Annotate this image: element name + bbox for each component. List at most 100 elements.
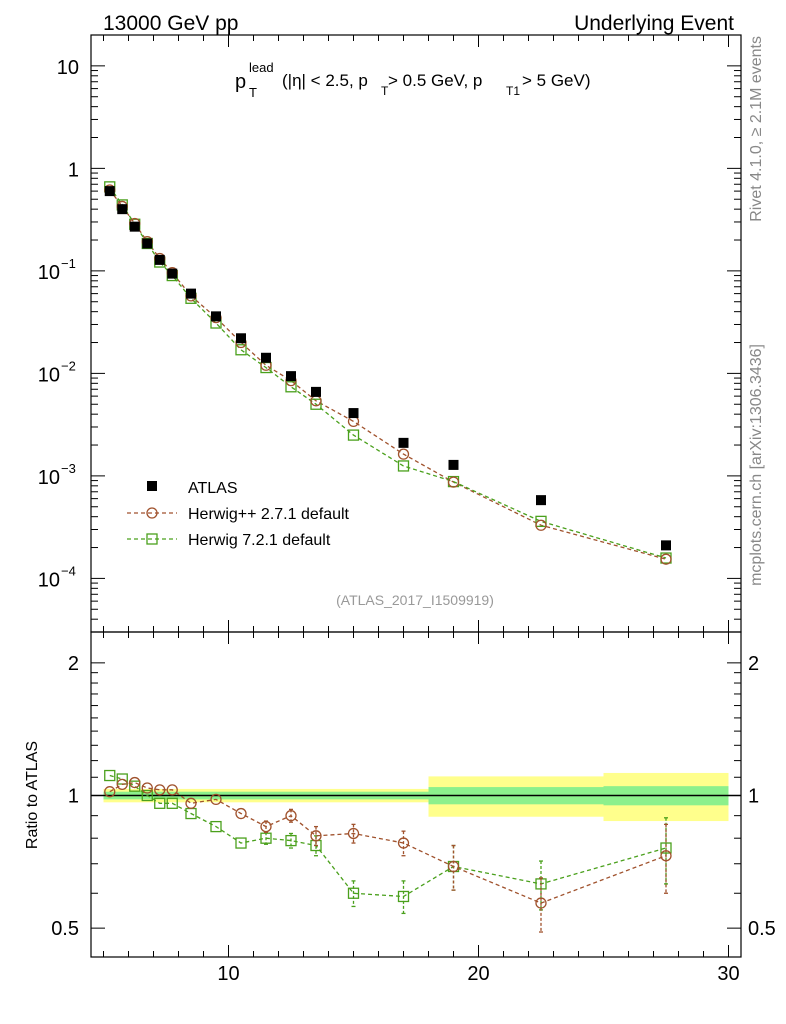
- herwig7-ratio-line: [109, 774, 667, 898]
- ratio-y-tick-label-right: 0.5: [748, 918, 776, 940]
- title-rest1: (|η| < 2.5, p: [282, 71, 368, 90]
- ratio-data: [104, 769, 672, 933]
- atlas-point: [661, 540, 671, 551]
- herwigpp-ratio-point: [347, 827, 360, 840]
- ratio-y-tick-label: 0.5: [51, 918, 79, 940]
- y-tick-label: 10: [57, 57, 79, 79]
- herwig7-ratio-point: [660, 842, 672, 854]
- legend-atlas-marker: [147, 481, 157, 491]
- atlas-point: [398, 437, 409, 448]
- herwig7-ratio-point: [260, 832, 272, 844]
- atlas-point: [154, 254, 165, 265]
- herwig7-point: [535, 515, 547, 528]
- atlas-point: [311, 386, 321, 397]
- ratio-axis-label: Ratio to ATLAS: [24, 741, 41, 849]
- herwigpp-ratio-point: [285, 810, 297, 822]
- herwigpp-ratio-point: [154, 784, 166, 796]
- herwigpp-ratio-point: [235, 807, 247, 820]
- title-lead: lead: [249, 60, 274, 75]
- title-rest2: > 0.5 GeV, p: [388, 71, 482, 90]
- herwig7-ratio-point: [129, 780, 141, 792]
- herwigpp-ratio-point: [166, 784, 178, 796]
- rivet-label: Rivet 4.1.0, ≥ 2.1M events: [748, 36, 765, 222]
- atlas-point: [261, 352, 271, 363]
- y-tick-label: 1: [68, 159, 79, 181]
- herwig7-ratio-point: [154, 797, 166, 809]
- herwigpp-ratio-point: [260, 820, 272, 833]
- ratio-y-tick-label: 1: [68, 785, 79, 807]
- x-tick-label: 30: [717, 963, 739, 985]
- legend-atlas-label: ATLAS: [188, 480, 238, 497]
- herwig7-point: [347, 429, 360, 441]
- energy-label: 13000 GeV pp: [103, 12, 238, 35]
- herwigpp-point: [397, 448, 410, 460]
- atlas-point: [286, 371, 296, 382]
- atlas-point: [536, 495, 546, 506]
- ratio-axes: 10 20 30 0.5 0.5 1 1 2 2: [51, 631, 776, 985]
- y-tick-label: 10: [38, 467, 60, 489]
- herwigpp-ratio-point: [129, 776, 141, 789]
- main-data: [104, 181, 672, 565]
- title-sub-t: T: [249, 85, 257, 100]
- herwig7-ratio-point: [235, 837, 247, 849]
- y-tick-exponent: −1: [61, 256, 76, 271]
- herwigpp-ratio-point: [116, 778, 128, 790]
- ratio-y-tick-label: 2: [68, 653, 79, 675]
- herwigpp-ratio-point: [185, 797, 197, 809]
- herwigpp-point: [535, 519, 547, 531]
- herwig7-ratio-point: [166, 797, 178, 809]
- underlying-event-label: Underlying Event: [574, 12, 734, 35]
- herwig7-ratio-point: [285, 834, 297, 847]
- herwig7-point: [397, 460, 410, 472]
- title-sub-t1: T1: [506, 84, 520, 98]
- herwig7-point: [235, 344, 247, 356]
- herwig7-point: [310, 398, 322, 410]
- herwigpp-line: [109, 189, 667, 560]
- legend-herwig7-marker: [146, 533, 158, 545]
- atlas-point: [167, 268, 178, 279]
- y-tick-exponent: −2: [61, 358, 76, 373]
- atlas-point: [236, 333, 246, 344]
- atlas-point: [348, 408, 359, 419]
- y-tick-label: 10: [38, 262, 60, 284]
- title-sub-t2: T: [381, 84, 389, 98]
- herwig7-ratio-point: [397, 890, 410, 903]
- herwig7-ratio-point: [141, 789, 153, 802]
- atlas-point: [129, 221, 140, 232]
- atlas-point: [211, 311, 221, 322]
- title-rest3: > 5 GeV): [522, 71, 591, 90]
- herwigpp-ratio-point: [141, 782, 153, 794]
- herwig7-line: [109, 186, 667, 559]
- herwig7-ratio-point: [104, 769, 116, 782]
- y-tick-exponent: −3: [61, 461, 76, 476]
- y-tick-exponent: −4: [61, 563, 76, 578]
- herwigpp-ratio-point: [310, 830, 322, 842]
- herwig7-ratio-point: [210, 820, 222, 833]
- atlas-point: [104, 186, 115, 197]
- title-p: p: [235, 71, 246, 93]
- legend: ATLAS Herwig++ 2.7.1 default Herwig 7.2.…: [127, 480, 350, 549]
- herwigpp-ratio-point: [210, 793, 222, 806]
- herwig7-ratio-point: [347, 887, 360, 899]
- herwig7-point: [285, 381, 297, 393]
- herwigpp-point: [660, 553, 672, 565]
- legend-herwig7-label: Herwig 7.2.1 default: [188, 532, 331, 549]
- ratio-frame: [90, 631, 742, 958]
- analysis-id: (ATLAS_2017_I1509919): [336, 592, 494, 608]
- y-tick-label: 10: [38, 364, 60, 386]
- herwigpp-ratio-point: [397, 837, 410, 849]
- y-tick-label: 10: [38, 569, 60, 591]
- herwigpp-ratio-point: [660, 850, 672, 862]
- atlas-point: [186, 288, 196, 299]
- mcplots-label: mcplots.cern.ch [arXiv:1306.3436]: [748, 344, 765, 586]
- legend-herwigpp-marker: [146, 507, 158, 519]
- herwigpp-ratio-point: [535, 897, 547, 909]
- ratio-y-tick-label-right: 1: [748, 785, 759, 807]
- x-tick-label: 20: [467, 963, 489, 985]
- x-tick-label: 10: [217, 963, 239, 985]
- plot-title: p lead T (|η| < 2.5, p T > 0.5 GeV, p T1…: [235, 60, 591, 100]
- ratio-y-tick-label-right: 2: [748, 653, 759, 675]
- legend-herwigpp-label: Herwig++ 2.7.1 default: [188, 506, 350, 523]
